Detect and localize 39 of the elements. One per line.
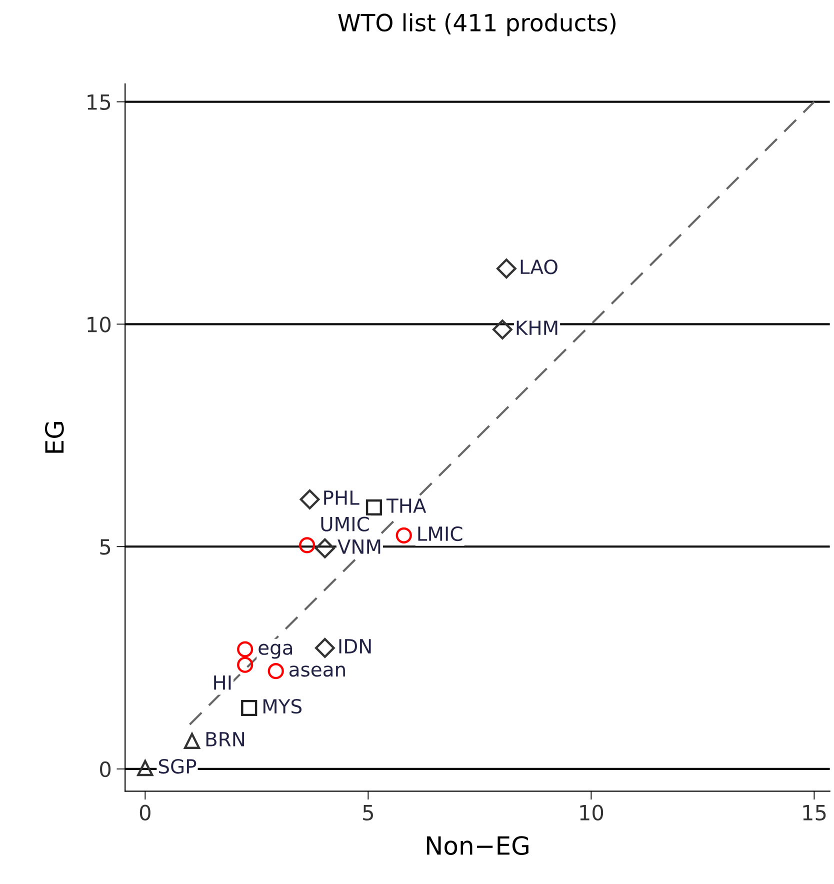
annotation: LMIC xyxy=(418,526,462,542)
y-tick-label: 5 xyxy=(100,539,110,555)
annotation: asean xyxy=(290,666,345,677)
annotation: BRN xyxy=(206,732,244,746)
point xyxy=(314,538,335,558)
annotation: KHM xyxy=(516,320,558,335)
y-tick-label: 15 xyxy=(88,94,110,110)
point xyxy=(366,499,382,516)
point xyxy=(137,760,154,776)
point xyxy=(492,320,512,340)
point xyxy=(300,489,320,510)
annotation: HI xyxy=(214,675,231,690)
x-tick-label: 10 xyxy=(580,804,604,820)
x-tick-label: 15 xyxy=(803,805,826,820)
annotation: THA xyxy=(386,498,426,513)
y-tick-label: 0 xyxy=(100,761,111,778)
annotation: IDN xyxy=(339,639,371,654)
x-tick-label: 5 xyxy=(363,805,373,820)
point xyxy=(237,656,254,673)
annotation: MYS xyxy=(264,698,302,714)
point xyxy=(268,663,284,680)
annotation: LAO xyxy=(520,260,558,274)
point xyxy=(241,700,258,716)
y-tick-label: 10 xyxy=(88,316,111,332)
chart-title: WTO list (411 products) xyxy=(338,13,616,36)
annotation: ega xyxy=(258,644,292,659)
point xyxy=(396,527,412,544)
annotation: VNM xyxy=(338,540,380,554)
point xyxy=(237,641,254,658)
x-tick-label: 0 xyxy=(140,804,150,820)
x-axis-title: Non−EG xyxy=(426,836,528,855)
point xyxy=(299,537,316,554)
annotation: PHL xyxy=(324,490,360,505)
y-axis-title: EG xyxy=(44,422,64,453)
annotation: SGP xyxy=(158,758,196,774)
annotation: UMIC xyxy=(321,516,369,532)
point xyxy=(314,638,335,658)
point xyxy=(496,258,516,279)
point xyxy=(184,732,200,749)
